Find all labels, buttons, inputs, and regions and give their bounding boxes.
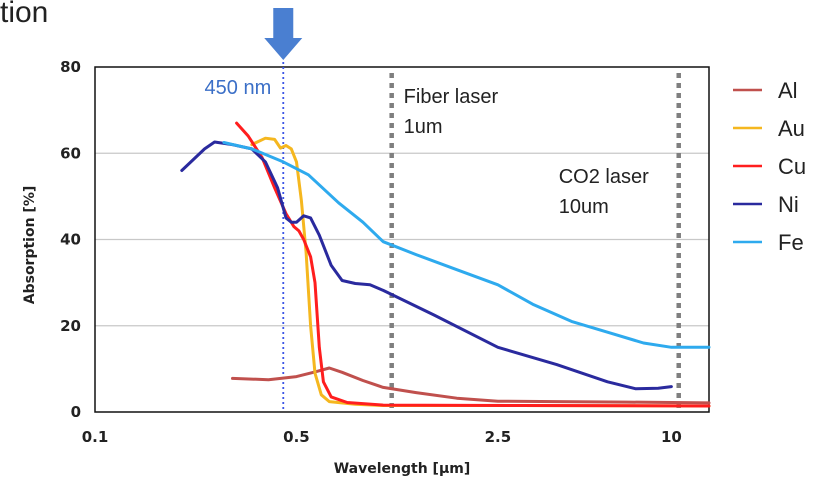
marker-450nm-label: 450 nm [205,77,272,99]
y-axis-title: Absorption [%] [22,186,38,305]
legend-item-ni: Ni [733,192,799,217]
fiber-laser-label: Fiber laser [404,86,499,108]
plot-frame [94,66,710,413]
annotations: 450 nm Fiber laser 1um CO2 laser 10um [205,8,681,412]
x-axis-title: Wavelength [µm] [334,461,471,477]
y-tick-label: 20 [60,317,81,335]
x-tick-label: 0.5 [283,428,310,446]
grid [95,152,709,327]
legend-item-au: Au [733,116,805,141]
x-tick-label: 10 [661,428,682,446]
fiber-laser-label: 1um [404,116,443,138]
series-lines [180,121,711,408]
legend-item-al: Al [733,78,798,103]
legend-label: Al [778,78,798,103]
y-tick-label: 40 [60,231,81,249]
x-tick-label: 0.1 [82,428,109,446]
series-line-fe [222,141,711,349]
legend-item-fe: Fe [733,230,804,255]
x-tick-label: 2.5 [485,428,512,446]
legend-item-cu: Cu [733,154,806,179]
legend-label: Fe [778,230,804,255]
y-tick-label: 80 [60,58,81,76]
legend-label: Cu [778,154,806,179]
legend-label: Ni [778,192,799,217]
y-tick-label: 0 [71,403,81,421]
series-line-cu [235,121,711,408]
co2-laser-label: 10um [559,196,609,218]
cropped-title-fragment: tion [0,0,48,29]
co2-laser-label: CO2 laser [559,166,649,188]
series-line-al [231,366,711,405]
y-tick-label: 60 [60,144,81,162]
legend: Al Au Cu Ni Fe [733,78,806,255]
tick-labels: 0 20 40 60 80 0.1 0.5 2.5 10 [60,58,682,446]
down-arrow-icon [264,8,303,60]
legend-label: Au [778,116,805,141]
